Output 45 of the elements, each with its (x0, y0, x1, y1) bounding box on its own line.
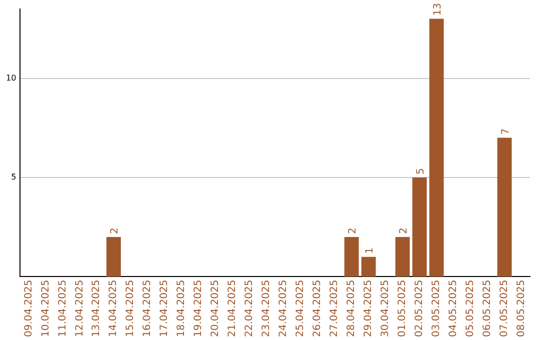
bar (361, 256, 376, 277)
bar (412, 178, 427, 277)
x-tick-label: 28.04.2025 (346, 280, 358, 338)
x-tick-label: 05.05.2025 (465, 280, 476, 338)
data-label: 2 (110, 228, 121, 234)
bar (429, 18, 444, 277)
x-tick-label: 21.04.2025 (227, 280, 238, 338)
x-tick-label: 26.04.2025 (312, 280, 324, 338)
x-tick-label: 03.05.2025 (431, 280, 442, 338)
x-tick-label: 01.05.2025 (397, 280, 408, 338)
data-label: 7 (500, 128, 512, 135)
bar (344, 237, 359, 277)
data-label: 1 (364, 248, 376, 254)
x-tick-label: 17.04.2025 (159, 280, 170, 338)
x-tick-label: 14.04.2025 (108, 280, 120, 338)
x-tick-label: 30.04.2025 (380, 280, 392, 338)
x-tick-label: 16.04.2025 (142, 280, 154, 338)
data-label: 13 (432, 2, 444, 16)
bar (395, 237, 410, 277)
x-tick-label: 29.04.2025 (363, 280, 374, 338)
data-label: 5 (416, 168, 427, 175)
data-label: 2 (348, 228, 359, 234)
x-tick-label: 09.04.2025 (23, 280, 34, 338)
x-tick-label: 13.04.2025 (91, 280, 102, 338)
x-tick-label: 04.05.2025 (448, 280, 460, 338)
x-tick-label: 20.04.2025 (210, 280, 222, 338)
y-tick-label: 10 (6, 73, 16, 82)
x-tick-label: 02.05.2025 (414, 280, 426, 338)
x-tick-label: 11.04.2025 (57, 280, 68, 338)
x-tick-label: 24.04.2025 (278, 280, 290, 338)
x-tick-label: 18.04.2025 (176, 280, 188, 338)
x-tick-label: 22.04.2025 (244, 280, 256, 338)
x-tick-label: 12.04.2025 (74, 280, 86, 338)
data-label: 2 (398, 228, 410, 234)
x-tick-label: 15.04.2025 (125, 280, 136, 338)
bar (106, 237, 121, 277)
x-tick-label: 10.04.2025 (40, 280, 52, 338)
bar (497, 138, 512, 277)
x-tick-label: 27.04.2025 (329, 280, 340, 338)
x-tick-label: 19.04.2025 (193, 280, 204, 338)
x-tick-label: 06.05.2025 (482, 280, 494, 338)
x-tick-label: 07.05.2025 (499, 280, 510, 338)
x-tick-label: 08.05.2025 (516, 280, 528, 338)
x-tick-label: 23.04.2025 (261, 280, 272, 338)
x-tick-label: 25.04.2025 (295, 280, 306, 338)
